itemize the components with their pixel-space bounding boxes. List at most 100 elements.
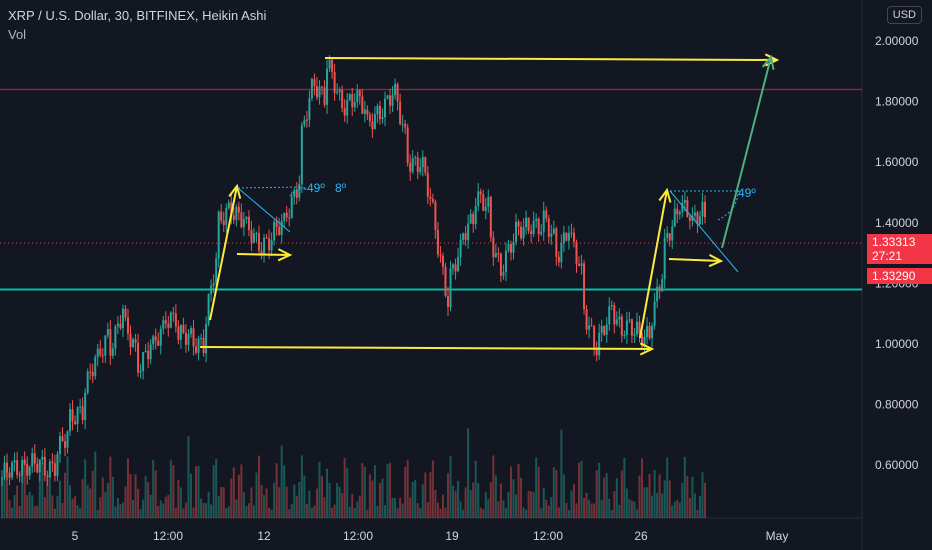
volume-bar — [454, 491, 457, 518]
volume-bar — [542, 487, 545, 518]
candle-body — [593, 326, 596, 348]
candle-body — [648, 326, 651, 339]
volume-bar — [142, 499, 145, 518]
volume-bar — [376, 505, 379, 518]
volume-bar — [71, 498, 74, 518]
volume-bar — [220, 486, 223, 518]
volume-bar — [613, 491, 616, 518]
candle-body — [11, 462, 14, 478]
candle-body — [200, 338, 203, 340]
candle-body — [673, 208, 676, 227]
candle-body — [157, 340, 160, 346]
volume-bar — [557, 507, 560, 518]
candle-body — [341, 90, 344, 109]
candle-body — [132, 339, 135, 348]
volume-bar — [326, 468, 329, 518]
candle-body — [290, 196, 293, 218]
candle-body — [452, 264, 455, 269]
volume-bar — [439, 508, 442, 518]
candle-body — [328, 59, 331, 69]
volume-bar — [232, 467, 235, 518]
volume-bar — [704, 482, 706, 518]
candle-body — [472, 213, 475, 225]
volume-bar — [497, 501, 500, 518]
x-tick-label: 5 — [72, 529, 79, 543]
volume-bar — [593, 503, 596, 518]
candle-body — [43, 456, 46, 476]
bottom-channel-arrow-head — [639, 342, 655, 356]
candle-body — [502, 272, 505, 276]
candle-body — [540, 231, 543, 235]
volume-bar — [676, 499, 679, 518]
currency-button[interactable]: USD — [886, 6, 922, 24]
volume-bar — [462, 509, 465, 518]
volume-bar — [383, 505, 386, 518]
volume-bar — [1, 470, 3, 518]
candle-body — [33, 453, 36, 464]
bottom-channel-arrow — [199, 346, 653, 350]
candle-body — [285, 212, 288, 218]
volume-bar — [381, 478, 384, 518]
volume-bar — [147, 482, 150, 518]
volume-label[interactable]: Vol — [8, 27, 27, 42]
candle-body — [197, 338, 200, 353]
volume-bar — [263, 495, 266, 518]
candle-body — [278, 226, 281, 235]
candle-body — [651, 325, 654, 339]
volume-bar — [33, 506, 36, 518]
volume-bar — [363, 467, 366, 518]
volume-bar — [61, 502, 64, 518]
candle-body — [615, 319, 618, 325]
candle-body — [101, 355, 104, 357]
volume-bar — [137, 488, 140, 518]
candle-body — [295, 190, 298, 198]
candle-body — [215, 258, 218, 284]
volume-bar — [28, 491, 31, 518]
volume-bar — [575, 503, 578, 518]
volume-bar — [174, 507, 177, 518]
volume-bar — [21, 464, 24, 518]
x-tick-label: 12 — [257, 529, 271, 543]
candle-body — [84, 392, 87, 420]
candle-body — [265, 237, 268, 239]
candle-body — [467, 223, 470, 241]
candle-body — [391, 95, 394, 106]
volume-bar — [409, 497, 412, 518]
candle-body — [562, 232, 565, 244]
candle-body — [386, 95, 389, 99]
symbol-title[interactable]: XRP / U.S. Dollar, 30, BITFINEX, Heikin … — [8, 8, 267, 23]
volume-bar — [3, 469, 6, 518]
candle-body — [149, 344, 152, 360]
candle-body — [373, 114, 376, 130]
volume-bar — [341, 493, 344, 518]
candle-body — [663, 237, 666, 280]
volume-bar — [184, 502, 187, 518]
candle-body — [504, 250, 507, 273]
candle-body — [89, 371, 92, 373]
candle-body — [572, 232, 575, 242]
candle-body — [154, 336, 157, 341]
y-tick-label: 1.60000 — [875, 155, 919, 169]
candle-body — [552, 228, 555, 234]
candle-body — [590, 325, 593, 327]
candle-body — [273, 221, 276, 241]
volume-bar — [578, 462, 581, 518]
volume-bar — [295, 495, 298, 518]
candle-body — [169, 312, 172, 328]
candle-body — [439, 254, 442, 256]
volume-bar — [74, 496, 77, 518]
candle-body — [114, 326, 117, 349]
candle-body — [426, 172, 429, 197]
volume-bar — [406, 460, 409, 518]
candle-body — [192, 328, 195, 347]
candle-body — [137, 342, 140, 373]
candle-body — [474, 205, 477, 225]
volume-bar — [527, 490, 530, 518]
y-tick-label: 2.00000 — [875, 34, 919, 48]
volume-bar — [134, 474, 137, 518]
y-tick-label: 1.00000 — [875, 337, 919, 351]
candle-body — [308, 98, 311, 121]
volume-bar — [116, 498, 119, 518]
candle-body — [419, 167, 422, 172]
